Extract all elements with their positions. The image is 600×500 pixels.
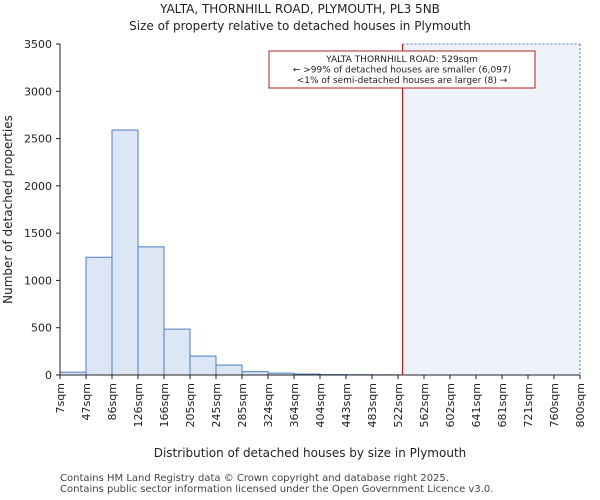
chart-title: YALTA, THORNHILL ROAD, PLYMOUTH, PL3 5NB <box>160 2 440 16</box>
annotation-text: <1% of semi-detached houses are larger (… <box>297 76 508 86</box>
bar <box>215 364 243 376</box>
larger-region-shading <box>402 44 580 375</box>
x-tick-label: 721sqm <box>522 383 535 427</box>
x-tick-label: 47sqm <box>80 383 93 420</box>
x-tick-label: 245sqm <box>210 383 223 427</box>
x-axis-label: Distribution of detached houses by size … <box>154 446 467 460</box>
annotation-text: ← >99% of detached houses are smaller (6… <box>293 66 511 76</box>
x-tick-label: 7sqm <box>54 383 67 413</box>
x-tick-label: 404sqm <box>314 383 327 427</box>
y-tick-label: 3000 <box>24 85 52 98</box>
x-tick-label: 522sqm <box>392 383 405 427</box>
y-tick-label: 500 <box>31 322 52 335</box>
x-tick-label: 285sqm <box>236 383 249 427</box>
y-tick-label: 1000 <box>24 274 52 287</box>
annotation-text: YALTA THORNHILL ROAD: 529sqm <box>325 55 478 65</box>
y-tick-label: 0 <box>45 369 52 382</box>
chart-subtitle: Size of property relative to detached ho… <box>129 19 471 33</box>
bar <box>111 129 139 376</box>
x-tick-label: 126sqm <box>132 383 145 427</box>
x-tick-label: 641sqm <box>470 383 483 427</box>
bar <box>85 256 113 376</box>
x-tick-label: 324sqm <box>262 383 275 427</box>
chart-area: 0 500 1000 1500 2000 2500 3000 3500 7sqm 47sqm 86s… <box>1 38 587 460</box>
y-tick-label: 2000 <box>24 180 52 193</box>
bar <box>137 246 165 376</box>
x-tick-label: 364sqm <box>288 383 301 427</box>
y-tick-label: 3500 <box>24 38 52 51</box>
footer-line-1: Contains HM Land Registry data © Crown c… <box>60 473 449 484</box>
annotation-box <box>268 50 536 89</box>
x-tick-label: 205sqm <box>184 383 197 427</box>
x-tick-label: 86sqm <box>106 383 119 420</box>
x-tick-label: 562sqm <box>418 383 431 427</box>
y-tick-label: 2500 <box>24 133 52 146</box>
x-tick-label: 166sqm <box>158 383 171 427</box>
x-tick-label: 760sqm <box>548 383 561 427</box>
footer-line-2: Contains public sector information licen… <box>60 484 494 495</box>
x-tick-label: 681sqm <box>496 383 509 427</box>
bar <box>189 355 217 376</box>
y-axis-label: Number of detached properties <box>1 115 15 304</box>
x-tick-label: 443sqm <box>340 383 353 427</box>
bar <box>163 328 191 376</box>
x-tick-label: 483sqm <box>366 383 379 427</box>
x-tick-label: 800sqm <box>574 383 587 427</box>
y-tick-label: 1500 <box>24 227 52 240</box>
x-tick-label: 602sqm <box>444 383 457 427</box>
